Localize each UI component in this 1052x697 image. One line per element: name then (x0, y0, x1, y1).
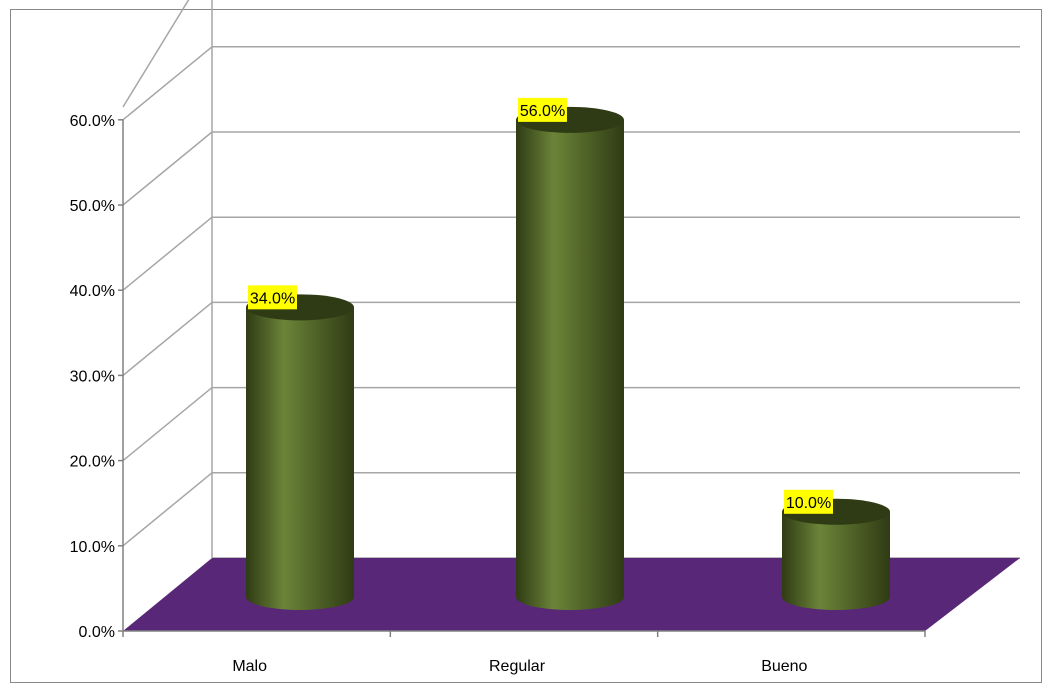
bar-malo: 34.0% (246, 285, 354, 610)
y-tick-label: 30.0% (70, 368, 115, 385)
bar-body (246, 307, 354, 610)
bar-bueno: 10.0% (782, 489, 890, 610)
bar-regular: 56.0% (516, 97, 624, 610)
x-axis-ticks: Malo Regular Bueno (122, 631, 926, 675)
gridline-side (122, 216, 213, 291)
y-tick-label: 50.0% (70, 198, 115, 215)
data-label-background (518, 97, 567, 122)
data-label-background (248, 285, 297, 310)
y-tick-label: 10.0% (70, 539, 115, 556)
data-label: 10.0% (786, 495, 831, 512)
data-label-background (784, 489, 833, 514)
y-tick-label: 20.0% (70, 454, 115, 471)
gridline-side (122, 301, 213, 376)
gridline-side (122, 46, 213, 121)
y-tick-label: 40.0% (70, 283, 115, 300)
x-tick-label: Bueno (761, 658, 807, 675)
y-axis-ticks: 0.0% 10.0% 20.0% 30.0% 40.0% 50.0% 60.0% (70, 113, 123, 641)
y-tick-label: 0.0% (79, 624, 115, 641)
x-tick-label: Regular (489, 658, 546, 675)
bars: 34.0% 56.0% 10.0% (246, 97, 890, 610)
data-label: 56.0% (520, 103, 565, 120)
y-tick-label: 60.0% (70, 113, 115, 130)
bar-body (516, 119, 624, 610)
gridline-side (122, 387, 213, 462)
data-label: 34.0% (250, 290, 295, 307)
gridline-side (122, 0, 190, 108)
gridline-side (122, 131, 213, 206)
gridline-side (122, 472, 213, 547)
bar-body (782, 511, 890, 610)
x-tick-label: Malo (232, 658, 267, 675)
